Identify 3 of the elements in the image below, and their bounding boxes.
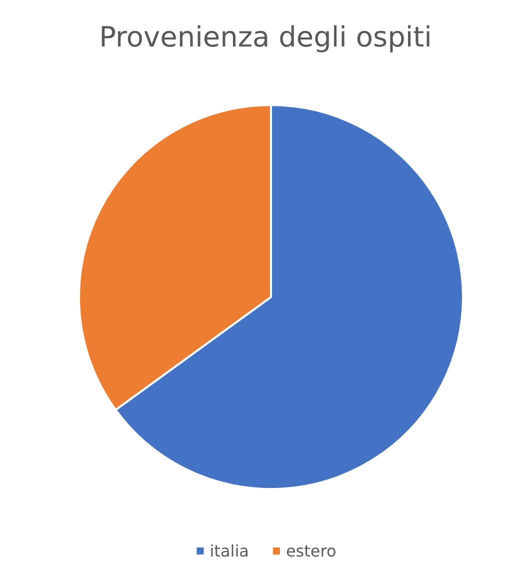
legend-label: italia [210,542,249,560]
legend-label: estero [286,542,336,560]
chart-title: Provenienza degli ospiti [99,20,432,54]
